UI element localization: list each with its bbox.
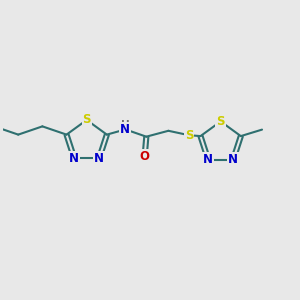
Text: N: N <box>69 152 79 165</box>
Text: S: S <box>185 129 193 142</box>
Text: S: S <box>82 113 91 127</box>
Text: S: S <box>216 115 225 128</box>
Text: O: O <box>140 150 150 163</box>
Text: N: N <box>228 153 238 166</box>
Text: N: N <box>203 153 213 166</box>
Text: N: N <box>120 123 130 136</box>
Text: N: N <box>94 152 104 165</box>
Text: H: H <box>121 120 130 130</box>
